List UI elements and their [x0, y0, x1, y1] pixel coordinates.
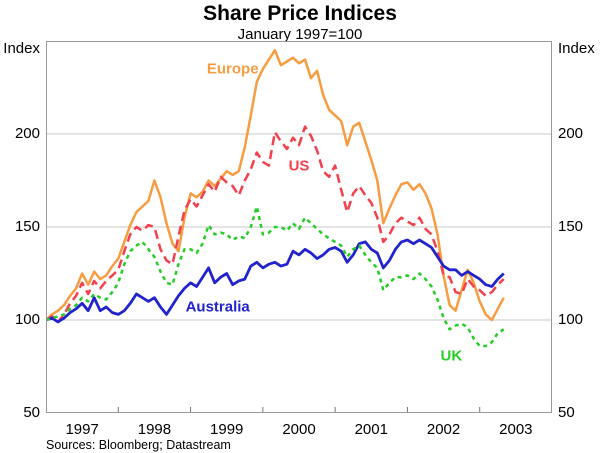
chart-title: Share Price Indices [203, 2, 397, 25]
y-tick-label-left-150: 150 [14, 218, 40, 235]
y-tick-label-right-50: 50 [558, 404, 575, 421]
series-label-europe: Europe [206, 60, 259, 78]
right-axis-unit-label: Index [558, 40, 595, 57]
series-line-us [45, 125, 505, 324]
x-tick-label-2001: 2001 [354, 421, 388, 438]
left-axis-unit-label: Index [3, 40, 40, 57]
series-line-uk [45, 205, 505, 348]
plot-frame [46, 41, 552, 413]
series-label-australia: Australia [185, 298, 250, 316]
source-note: Sources: Bloomberg; Datastream [46, 438, 231, 452]
x-tick-label-2000: 2000 [282, 421, 316, 438]
x-tick-label-2003: 2003 [499, 421, 533, 438]
chart-subtitle: January 1997=100 [237, 26, 363, 43]
series-label-us: US [288, 157, 310, 175]
share-price-chart [45, 41, 552, 413]
series-line-europe [45, 49, 505, 322]
series-label-uk: UK [440, 347, 463, 365]
x-tick-label-1998: 1998 [137, 421, 172, 438]
y-tick-label-right-100: 100 [558, 311, 584, 328]
x-tick-label-2002: 2002 [426, 421, 461, 438]
y-tick-label-left-100: 100 [14, 311, 40, 328]
series-line-australia [45, 238, 505, 324]
y-tick-label-left-50: 50 [23, 404, 40, 421]
y-tick-label-left-200: 200 [14, 125, 40, 142]
x-tick-label-1999: 1999 [210, 421, 244, 438]
x-tick-label-1997: 1997 [65, 421, 99, 438]
y-tick-label-right-150: 150 [558, 218, 584, 235]
y-tick-label-right-200: 200 [558, 125, 584, 142]
plot-area [45, 41, 552, 413]
